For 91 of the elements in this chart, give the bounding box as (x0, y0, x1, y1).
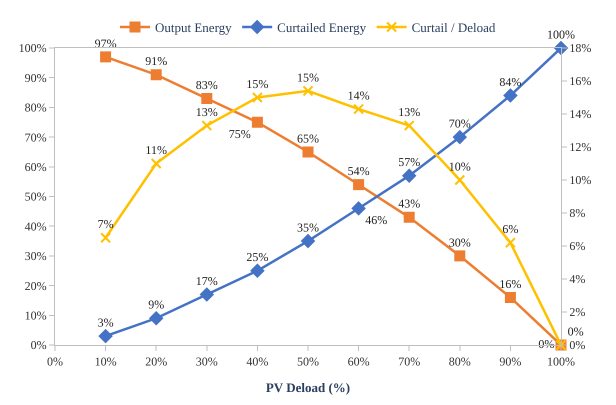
data-label: 15% (297, 70, 319, 84)
point (150, 158, 162, 169)
y2-tick-label: 8% (569, 206, 586, 220)
data-label: 10% (448, 159, 471, 174)
point (301, 234, 315, 248)
point (100, 51, 112, 62)
legend-label: Curtailed Energy (277, 20, 367, 36)
x-tick-label: 0% (47, 354, 63, 368)
y-tick-label: 60% (24, 160, 47, 174)
y2-tick-label: 14% (569, 107, 592, 122)
x-tick-label: 60% (348, 354, 370, 368)
data-label: 6% (502, 222, 518, 236)
y-tick-label: 90% (24, 70, 47, 85)
point (454, 174, 466, 186)
point (454, 250, 466, 262)
y2-tick-label: 16% (569, 74, 592, 88)
y2-tick-label: 18% (569, 41, 592, 56)
point (150, 69, 162, 80)
x-tick-label: 90% (499, 354, 522, 368)
y2-tick-label: 10% (569, 173, 592, 188)
x-tick-label: 50% (297, 354, 319, 368)
data-label: 100% (547, 27, 575, 42)
data-label: 16% (499, 276, 522, 291)
y-tick-label: 50% (24, 190, 47, 204)
point (201, 120, 212, 132)
y2-tick-label: 4% (569, 272, 586, 286)
point (250, 264, 264, 278)
y-tick-label: 30% (24, 249, 47, 264)
data-label: 17% (196, 274, 218, 288)
point (353, 104, 364, 115)
data-label: 15% (246, 76, 268, 91)
data-label: 84% (499, 74, 522, 89)
x-tick-label: 10% (94, 354, 117, 368)
legend-label: Output Energy (155, 20, 232, 36)
data-label: 11% (145, 142, 167, 157)
data-label: 0% (568, 324, 584, 338)
data-label: 7% (98, 217, 114, 232)
x-tick-label: 70% (398, 354, 420, 368)
data-label: 9% (148, 298, 164, 312)
data-label: 54% (348, 164, 370, 178)
point (252, 92, 263, 103)
point (302, 85, 314, 96)
y2-tick-label: 2% (569, 305, 586, 320)
data-label: 75% (228, 126, 251, 141)
point (504, 88, 518, 102)
x-tick-label: 100% (547, 354, 575, 368)
y-tick-label: 0% (30, 338, 47, 352)
data-label: 57% (398, 155, 420, 170)
y2-tick-label: 12% (569, 140, 592, 154)
x-tick-label: 20% (145, 354, 168, 368)
point (98, 329, 112, 343)
data-label: 70% (448, 116, 471, 130)
data-label: 30% (448, 235, 471, 250)
x-tick-label: 40% (246, 354, 268, 368)
data-label: 14% (348, 88, 370, 102)
point (404, 212, 415, 223)
data-label: 13% (196, 104, 218, 119)
point (504, 292, 516, 303)
point (404, 120, 415, 132)
y-tick-label: 100% (18, 41, 47, 56)
y-tick-label: 10% (24, 308, 47, 322)
y2-tick-label: 0% (569, 338, 586, 352)
y-tick-label: 40% (24, 219, 47, 234)
x-tick-label: 80% (448, 354, 471, 368)
point (302, 146, 314, 158)
data-label: 46% (365, 213, 388, 228)
point (353, 179, 364, 190)
point (200, 288, 214, 302)
point (252, 116, 263, 128)
data-label: 83% (196, 78, 218, 92)
y2-tick-label: 6% (569, 239, 586, 254)
point (352, 202, 366, 216)
point (201, 92, 212, 104)
y-tick-label: 20% (24, 278, 47, 293)
x-axis-title: PV Deload (%) (266, 380, 350, 395)
point (504, 237, 516, 248)
point (452, 130, 467, 144)
point (149, 311, 164, 326)
data-label: 35% (297, 220, 319, 234)
data-label: 65% (297, 131, 319, 146)
point (100, 232, 112, 244)
data-label: 43% (398, 196, 420, 211)
y-tick-label: 80% (24, 100, 47, 115)
point (402, 168, 416, 183)
y-tick-label: 70% (24, 130, 47, 144)
data-label: 13% (398, 104, 420, 119)
data-label: 25% (246, 250, 268, 264)
data-label: 3% (98, 315, 114, 330)
legend-label: Curtail / Deload (412, 20, 496, 36)
x-tick-label: 30% (196, 354, 218, 368)
data-label: 91% (145, 54, 168, 68)
